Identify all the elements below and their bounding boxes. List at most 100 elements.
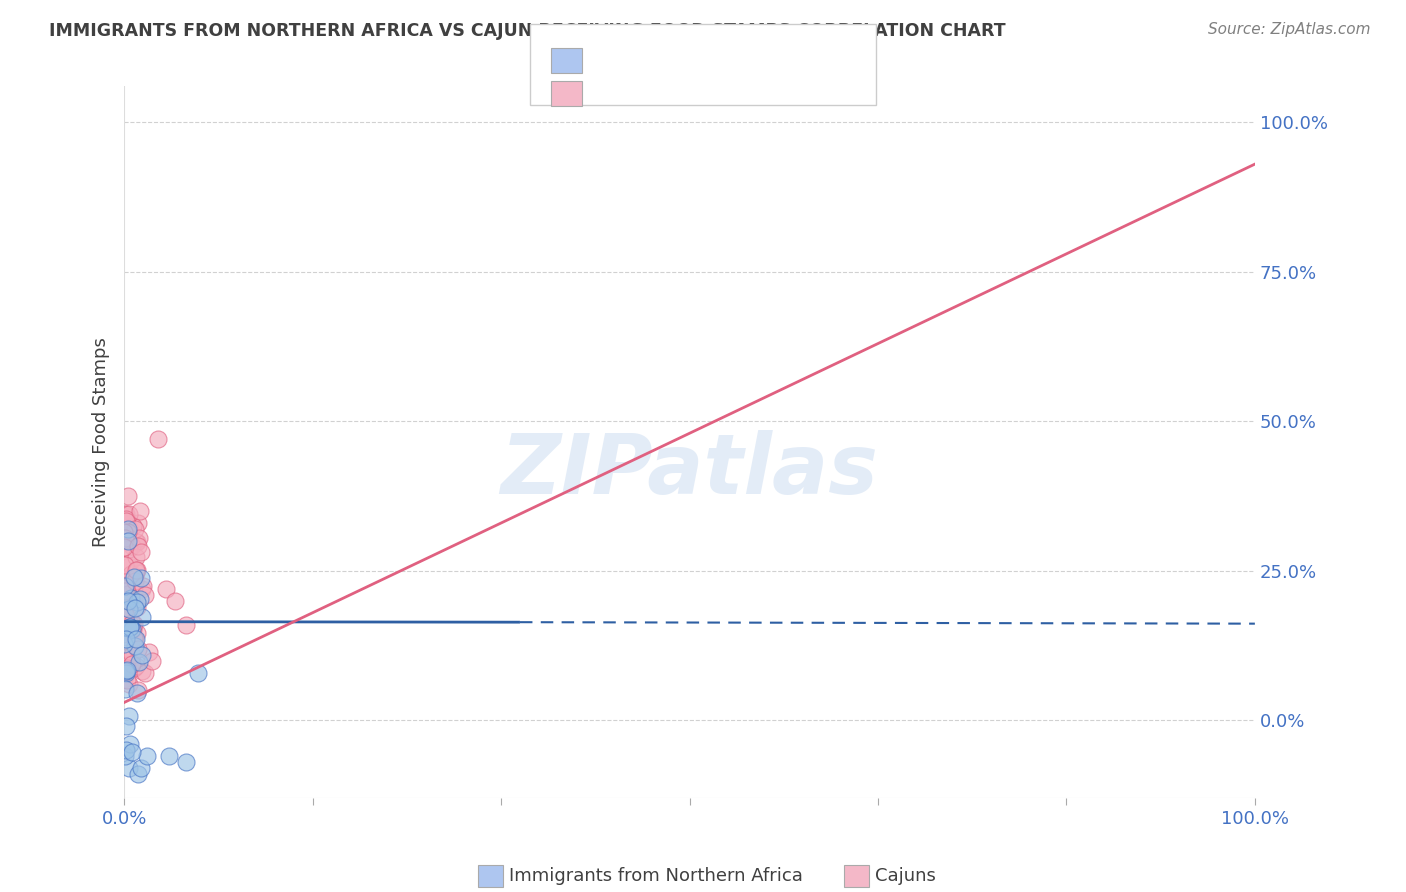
Point xyxy=(114,749,136,764)
Point xyxy=(121,616,143,631)
Point xyxy=(115,649,138,664)
Point xyxy=(124,632,146,647)
Text: R =  0.761   N = 82: R = 0.761 N = 82 xyxy=(593,85,800,103)
Point xyxy=(115,663,138,677)
Point xyxy=(114,578,136,592)
Point xyxy=(131,648,153,662)
Point xyxy=(124,522,146,536)
Point xyxy=(127,683,149,698)
Text: Cajuns: Cajuns xyxy=(875,867,935,885)
Point xyxy=(118,556,141,570)
Point xyxy=(114,605,136,619)
Point xyxy=(115,657,138,672)
Point xyxy=(121,648,143,663)
Point xyxy=(118,620,141,634)
Point xyxy=(127,534,149,549)
Point xyxy=(118,620,141,634)
Point xyxy=(114,681,136,696)
Point xyxy=(112,637,135,651)
Point xyxy=(128,531,150,545)
Point xyxy=(117,533,139,548)
Point xyxy=(117,621,139,635)
Point xyxy=(124,660,146,674)
Point xyxy=(115,514,138,528)
Point xyxy=(115,719,138,733)
Point xyxy=(125,659,148,673)
Point xyxy=(114,508,136,522)
Point xyxy=(114,558,136,573)
Point xyxy=(125,549,148,564)
Point xyxy=(115,664,138,678)
Point xyxy=(121,622,143,636)
Point xyxy=(115,650,138,665)
Point xyxy=(114,579,136,593)
Point xyxy=(135,749,157,764)
Point xyxy=(128,655,150,669)
Point xyxy=(114,601,136,615)
Point xyxy=(118,542,141,557)
Point xyxy=(118,601,141,615)
Point xyxy=(176,617,198,632)
Point xyxy=(155,582,177,596)
Point xyxy=(125,600,148,615)
Point xyxy=(127,626,149,640)
Point xyxy=(127,516,149,531)
Point xyxy=(114,533,136,547)
Point xyxy=(165,593,187,607)
Point xyxy=(131,610,153,624)
Y-axis label: Receiving Food Stamps: Receiving Food Stamps xyxy=(93,337,110,547)
Point xyxy=(176,756,198,770)
Point xyxy=(124,574,146,588)
Text: ZIPatlas: ZIPatlas xyxy=(501,430,879,511)
Point xyxy=(114,627,136,641)
Point xyxy=(120,591,142,606)
Point xyxy=(115,673,138,687)
Point xyxy=(117,520,139,534)
Point xyxy=(115,632,138,646)
Point xyxy=(132,579,155,593)
Point xyxy=(114,602,136,616)
Point xyxy=(125,563,148,577)
Point xyxy=(128,592,150,607)
Point xyxy=(114,590,136,604)
Point xyxy=(120,619,142,633)
Point xyxy=(127,539,149,553)
Point xyxy=(125,632,148,646)
Point xyxy=(122,631,145,645)
Point xyxy=(122,622,145,636)
Point xyxy=(118,507,141,521)
Text: R = -0.013   N = 40: R = -0.013 N = 40 xyxy=(593,52,800,70)
Point xyxy=(129,571,152,585)
Point xyxy=(115,512,138,526)
Point xyxy=(115,646,138,660)
Point xyxy=(112,672,135,686)
Point xyxy=(120,737,142,751)
Point xyxy=(125,566,148,580)
Point xyxy=(124,639,146,653)
Point xyxy=(118,709,141,723)
Point xyxy=(128,642,150,657)
Point xyxy=(127,767,149,781)
Point xyxy=(114,531,136,545)
Text: IMMIGRANTS FROM NORTHERN AFRICA VS CAJUN RECEIVING FOOD STAMPS CORRELATION CHART: IMMIGRANTS FROM NORTHERN AFRICA VS CAJUN… xyxy=(49,22,1005,40)
Point xyxy=(114,573,136,587)
Point xyxy=(129,544,152,558)
Point xyxy=(134,665,156,680)
Point xyxy=(146,432,169,446)
Point xyxy=(131,582,153,596)
Point xyxy=(114,576,136,591)
Point xyxy=(120,567,142,582)
Point xyxy=(125,534,148,549)
Point xyxy=(117,522,139,536)
Point xyxy=(114,665,136,679)
Point xyxy=(118,559,141,574)
Point xyxy=(129,761,152,775)
Point xyxy=(121,518,143,533)
Point xyxy=(122,583,145,598)
Point xyxy=(117,525,139,540)
Point xyxy=(141,654,163,668)
Point xyxy=(112,524,135,539)
Point xyxy=(131,664,153,678)
Point xyxy=(159,749,181,764)
Point xyxy=(114,507,136,521)
